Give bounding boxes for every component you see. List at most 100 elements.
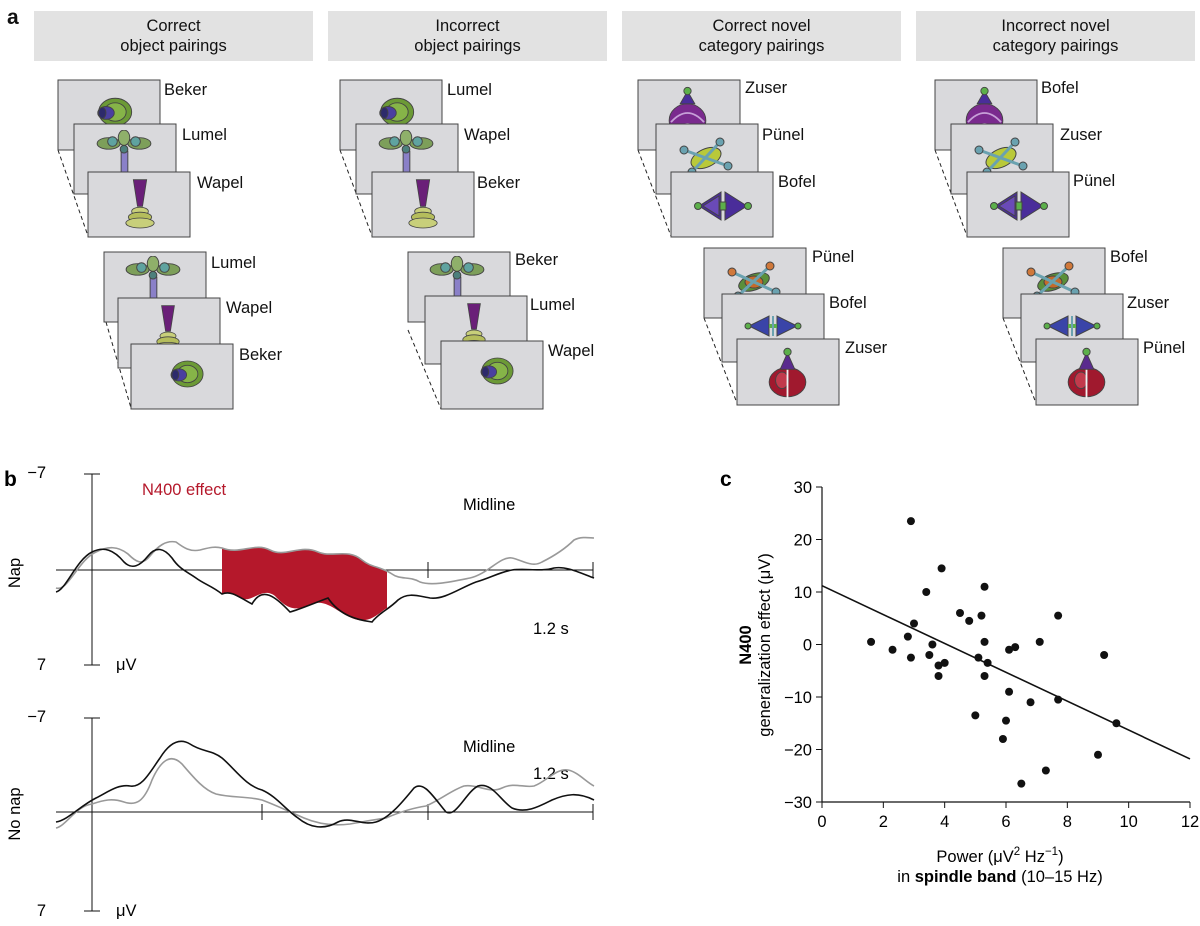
data-point [983,658,992,667]
y-tick-bottom-no-nap: 7 [37,902,46,920]
data-point [1035,637,1044,646]
data-point [971,711,980,720]
waveform-no-nap-condition-a [55,740,595,828]
pseudoword-label: Bofel [1110,248,1148,266]
pseudoword-label: Bofel [778,173,816,191]
y-tick-label: −30 [784,794,812,812]
header-line-1: Incorrect novel [1001,17,1110,35]
data-point [1054,611,1063,620]
data-point [1094,750,1102,759]
x-tick-label: 10 [1119,813,1137,831]
column-header-4: Incorrect novel category pairings [916,11,1195,61]
pseudoword-label: Zuser [1060,126,1103,144]
x-tick-label: 8 [1063,813,1072,831]
pseudoword-label: Zuser [1127,294,1170,312]
column-header-3: Correct novel category pairings [622,11,901,61]
y-tick-label: 0 [803,637,812,655]
y-tick-bottom-nap: 7 [37,656,46,674]
data-point [980,582,989,591]
data-point [906,653,915,662]
unit-label-nap: μV [116,656,137,674]
data-point [867,637,876,646]
header-line-2: object pairings [414,37,521,55]
x-axis-title-bold: spindle band [915,868,1017,886]
data-point [977,611,986,620]
pseudoword-label: Wapel [464,126,510,144]
header-line-2: category pairings [698,37,825,55]
y-tick-top-no-nap: −7 [27,708,46,726]
row-label-nap: Nap [6,558,24,588]
x-axis-title-part: ) [1058,848,1064,866]
pseudoword-label: Pünel [1073,172,1115,190]
data-points [867,517,1121,788]
pseudoword-label: Zuser [745,79,788,97]
x-axis-title-line-1: Power (μV2 Hz−1) [936,846,1063,866]
data-point [965,616,974,625]
data-point [925,651,934,659]
pseudoword-label: Wapel [197,174,243,192]
site-label-no-nap: Midline [463,738,515,756]
panel-a-letter: a [7,6,19,29]
waveform-nap-condition-b [55,536,595,589]
panel-b-letter: b [4,468,17,491]
data-point [934,661,943,670]
erp-waveforms-figure: b N400 effect Midline −7 7 μV 1.2 s Nap … [4,464,595,920]
header-line-2: object pairings [120,37,227,55]
panel-c-letter: c [720,468,732,491]
pseudoword-label: Lumel [182,126,227,144]
pseudoword-label: Beker [239,346,283,364]
data-point [903,632,912,641]
n400-effect-area [222,547,387,621]
n400-effect-label: N400 effect [142,481,227,499]
data-point [980,637,989,646]
unit-label-no-nap: μV [116,902,137,920]
data-point [974,653,983,662]
fit-line-group [821,584,1191,760]
data-point [940,658,949,667]
y-axis-title-text: generalization effect (μV) [756,553,774,736]
header-line-1: Correct novel [712,17,811,35]
data-point [928,640,937,649]
x-axis-title-part: Hz [1020,848,1045,866]
data-point [1026,698,1035,707]
pseudoword-label: Lumel [447,81,492,99]
data-point [956,609,964,617]
y-tick-label: −20 [784,742,812,760]
pseudoword-label: Beker [477,174,521,192]
header-line-1: Correct [146,17,201,35]
row-label-no-nap: No nap [6,787,24,840]
data-point [1005,645,1014,654]
data-point [1100,651,1109,659]
x-tick-label: 12 [1181,813,1199,831]
data-point [934,672,943,680]
data-point [937,564,946,573]
data-point [998,735,1007,743]
x-tick-label: 2 [879,813,888,831]
x-axis-title-part: (10–15 Hz) [1016,868,1102,886]
scatter-axes: 30 20 10 0 −10 −20 −30 0 2 4 6 8 10 12 [784,479,1199,831]
data-point [1017,779,1026,788]
site-label-nap: Midline [463,496,515,514]
waveform-nap-condition-a [55,548,595,623]
x-axis-title-line-2: in spindle band (10–15 Hz) [897,868,1102,886]
pseudoword-label: Lumel [211,254,256,272]
pseudoword-label: Beker [164,81,208,99]
column-header-2: Incorrect object pairings [328,11,607,61]
data-point [1054,695,1063,704]
x-axis-title-part: Power (μV [936,848,1013,866]
data-point [906,517,915,526]
stimulus-cards-figure: Beker Lumel Wapel Lumel Wapel Beker Lume… [57,79,1185,410]
pseudoword-label: Beker [515,251,559,269]
y-tick-top-nap: −7 [27,464,46,482]
x-tick-label: 4 [940,813,949,831]
x-axis-title-part: in [897,868,914,886]
pseudoword-label: Bofel [1041,79,1079,97]
x-tick-label: 6 [1001,813,1010,831]
y-axis-title: N400 generalization effect (μV) [737,553,774,736]
y-tick-label: 20 [794,532,812,550]
data-point [1112,719,1121,728]
fit-line [821,584,1191,760]
pseudoword-label: Pünel [812,248,854,266]
header-line-1: Incorrect [435,17,500,35]
y-tick-label: −10 [784,689,812,707]
